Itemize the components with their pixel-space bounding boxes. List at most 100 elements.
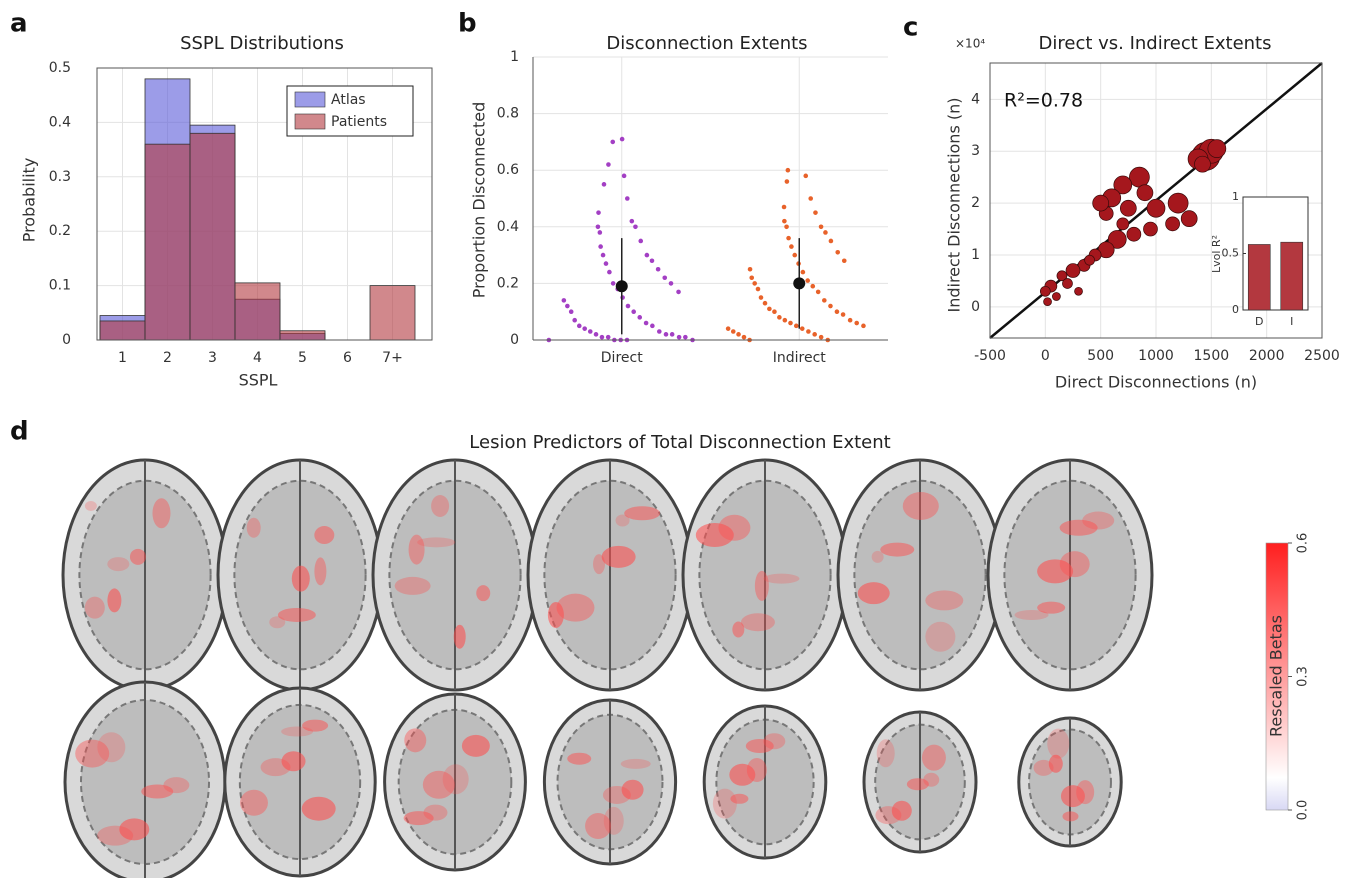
colorbar-label: Rescaled Betas — [1267, 615, 1286, 737]
point — [756, 287, 761, 292]
mean-dot — [793, 277, 805, 289]
inset-y-label: Lvol R² — [1210, 235, 1223, 273]
activation-blob — [925, 590, 963, 610]
activation-blob — [922, 745, 946, 771]
point — [854, 321, 859, 326]
point — [657, 329, 662, 334]
legend-swatch — [295, 114, 325, 129]
activation-blob — [1015, 610, 1049, 620]
point — [731, 329, 736, 334]
y-multiplier: ×10⁴ — [955, 37, 985, 51]
activation-blob — [404, 728, 426, 752]
activation-blob — [713, 789, 737, 819]
point — [626, 304, 631, 309]
bubble — [1120, 200, 1136, 216]
activation-blob — [621, 759, 651, 769]
point — [637, 315, 642, 320]
bar — [100, 321, 145, 340]
x-tick-label: Direct — [601, 350, 643, 366]
point — [596, 225, 601, 230]
bubble — [1085, 255, 1095, 265]
x-tick-label: 2500 — [1304, 348, 1340, 364]
activation-blob — [877, 739, 895, 767]
x-tick-label: 6 — [343, 350, 352, 366]
chart-title: Lesion Predictors of Total Disconnection… — [469, 432, 890, 453]
activation-blob — [1034, 760, 1054, 776]
inset-bar — [1248, 244, 1270, 310]
point — [806, 329, 811, 334]
point — [810, 284, 815, 289]
activation-blob — [395, 577, 431, 595]
activation-blob — [925, 622, 955, 652]
activation-blob — [97, 826, 133, 846]
bar — [145, 144, 190, 340]
brain-slice — [528, 460, 692, 690]
chart-title: Disconnection Extents — [606, 33, 807, 54]
point — [625, 196, 630, 201]
bubble — [1147, 199, 1165, 217]
inset-bar — [1281, 242, 1303, 310]
bubble — [1066, 264, 1080, 278]
point — [752, 281, 757, 286]
activation-blob — [548, 602, 564, 628]
point — [788, 321, 793, 326]
activation-blob — [314, 526, 334, 544]
brain-slice — [218, 460, 382, 690]
bubble — [1168, 193, 1188, 213]
point — [562, 298, 567, 303]
bar — [280, 331, 325, 340]
activation-blob — [261, 758, 291, 776]
activation-blob — [624, 506, 660, 520]
y-tick-label: 0.2 — [497, 275, 519, 291]
brain-slice — [683, 460, 847, 690]
activation-blob — [476, 585, 490, 601]
y-tick-label: 1 — [1232, 190, 1239, 203]
point — [610, 140, 615, 145]
bubble — [1117, 218, 1129, 230]
point — [861, 324, 866, 329]
point — [813, 210, 818, 215]
activation-blob — [907, 778, 929, 790]
activation-blob — [1047, 729, 1069, 759]
point — [620, 137, 625, 142]
activation-blob — [858, 582, 890, 604]
x-tick-label: 500 — [1087, 348, 1114, 364]
brain-slice — [988, 460, 1152, 690]
bubble — [1062, 279, 1072, 289]
activation-blob — [1062, 811, 1078, 821]
y-tick-label: 0 — [971, 299, 980, 315]
point — [598, 230, 603, 235]
point — [784, 225, 789, 230]
colorbar-tick-label: 0.0 — [1296, 800, 1311, 821]
activation-blob — [729, 764, 755, 786]
y-tick-label: 0.4 — [49, 114, 71, 130]
brain-slice — [544, 700, 675, 864]
activation-blob — [872, 551, 884, 563]
x-tick-label: 2000 — [1249, 348, 1285, 364]
y-tick-label: 0.6 — [497, 162, 519, 178]
point — [601, 253, 606, 258]
figure: aSSPL Distributions00.10.20.30.40.512345… — [0, 0, 1358, 878]
point — [783, 318, 788, 323]
brain-slice — [838, 460, 1002, 690]
x-tick-label: Indirect — [773, 350, 827, 366]
activation-blob — [292, 566, 310, 592]
brain-slice — [65, 682, 225, 878]
point — [767, 307, 772, 312]
activation-blob — [567, 753, 591, 765]
activation-blob — [602, 546, 636, 568]
x-tick-label: 1500 — [1194, 348, 1230, 364]
x-axis-label: SSPL — [239, 371, 278, 390]
activation-blob — [240, 790, 268, 816]
point — [742, 335, 747, 340]
y-tick-label: 0.5 — [49, 60, 71, 76]
point — [577, 324, 582, 329]
point — [656, 267, 661, 272]
x-tick-label: 5 — [298, 350, 307, 366]
bar — [370, 286, 415, 340]
brain-slice — [225, 688, 375, 876]
bubble — [1129, 167, 1149, 187]
point — [828, 304, 833, 309]
activation-blob — [903, 492, 939, 520]
point — [805, 278, 810, 283]
